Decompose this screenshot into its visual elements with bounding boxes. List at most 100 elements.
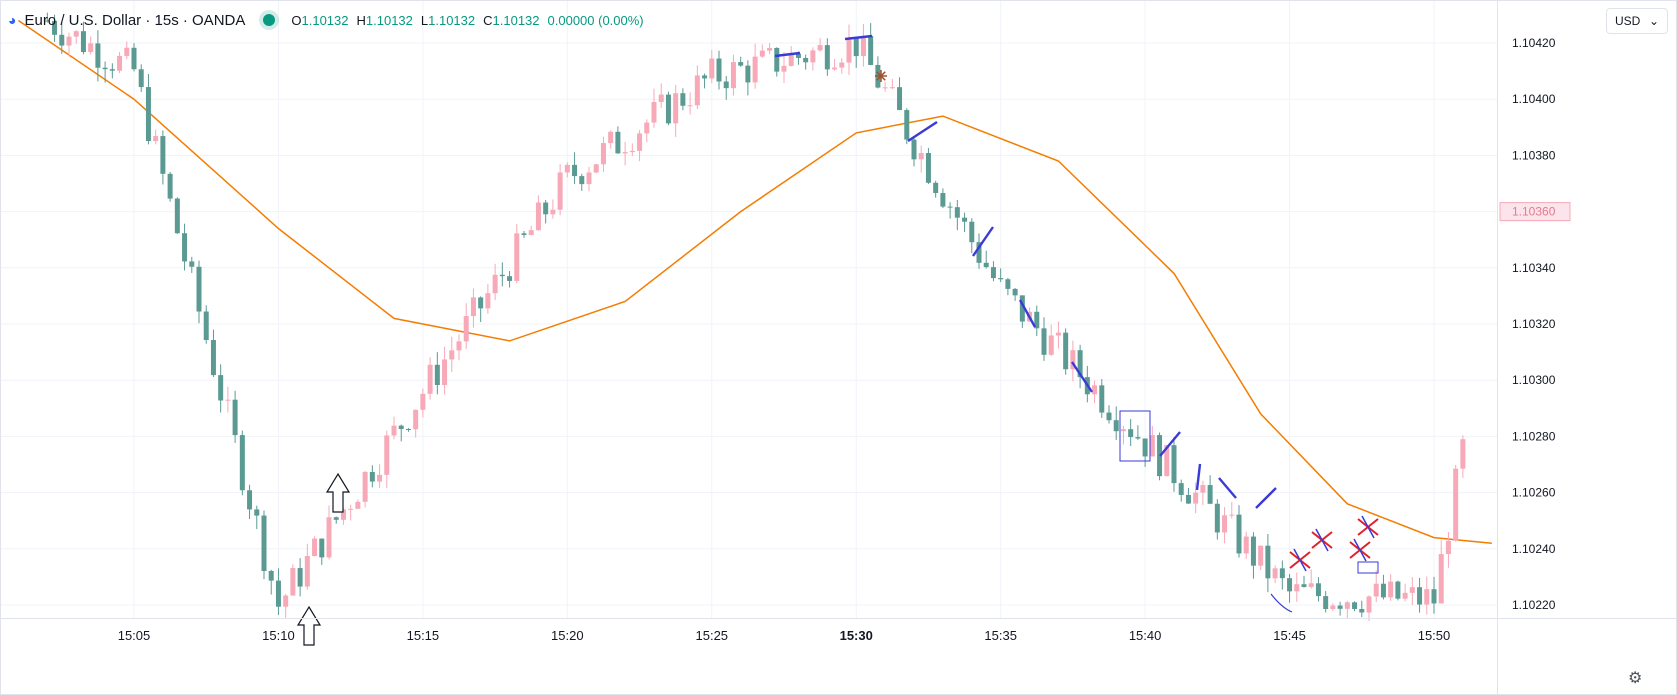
- candle-body: [969, 221, 975, 243]
- candle-body: [824, 45, 830, 70]
- candle-body: [918, 152, 924, 160]
- cross-mark-icon: [1361, 515, 1375, 539]
- candle-body: [933, 182, 939, 194]
- candle-body: [319, 538, 325, 558]
- candle-body: [1243, 536, 1249, 554]
- candle-body: [528, 230, 534, 235]
- candle-body: [117, 55, 123, 71]
- candle-body: [1055, 332, 1061, 336]
- highlight-price-box: [1499, 202, 1571, 222]
- candle-body: [1287, 578, 1293, 592]
- candle-body: [868, 35, 874, 65]
- currency-select[interactable]: USD ⌄: [1606, 8, 1668, 34]
- candle-body: [340, 509, 346, 520]
- candle-body: [817, 45, 823, 51]
- time-tick-label: 15:20: [551, 628, 584, 643]
- candle-body: [1453, 468, 1459, 541]
- candle-body: [268, 571, 274, 581]
- price-tick-label: 1.10380: [1512, 148, 1556, 162]
- candle-body: [1424, 589, 1430, 605]
- trend-stroke: [1071, 361, 1093, 393]
- candle-body: [644, 122, 650, 134]
- candle-body: [189, 261, 195, 267]
- candle-body: [290, 568, 296, 596]
- candle-body: [1366, 596, 1372, 613]
- candle-body: [1279, 568, 1285, 579]
- trend-stroke: [774, 51, 801, 58]
- candle-body: [781, 65, 787, 72]
- candle-body: [846, 37, 852, 63]
- candle-body: [470, 297, 476, 317]
- candle-body: [95, 43, 101, 68]
- candle-body: [66, 36, 72, 46]
- price-tick-label: 1.10300: [1512, 373, 1556, 387]
- candle-body: [651, 101, 657, 123]
- annotations: [296, 34, 1379, 646]
- candle-body: [774, 47, 780, 72]
- candle-body: [709, 58, 715, 79]
- candle-body: [853, 37, 859, 57]
- currency-label: USD: [1615, 14, 1641, 28]
- candle-body: [239, 435, 245, 491]
- time-tick-label: 15:40: [1129, 628, 1162, 643]
- candle-body: [1417, 587, 1423, 605]
- candle-body: [1323, 596, 1329, 609]
- candle-body: [983, 262, 989, 268]
- candle-body: [752, 56, 758, 83]
- candle-body: [275, 580, 281, 607]
- candle-body: [405, 429, 411, 431]
- time-tick-label: 15:35: [984, 628, 1017, 643]
- candle-body: [80, 31, 86, 53]
- symbol-title[interactable]: Euro / U.S. Dollar · 15s · OANDA: [24, 11, 246, 29]
- candle-body: [1236, 514, 1242, 554]
- candle-body: [196, 266, 202, 312]
- close-label: C: [483, 12, 493, 28]
- trend-stroke: [1018, 299, 1037, 328]
- candle-body: [1193, 492, 1199, 504]
- candle-body: [962, 217, 968, 222]
- candle-body: [557, 172, 563, 210]
- open-label: O: [291, 12, 302, 28]
- candle-body: [218, 375, 224, 401]
- candle-body: [911, 139, 917, 160]
- candle-body: [998, 278, 1004, 280]
- candle-body: [326, 517, 332, 558]
- candle-body: [1077, 350, 1083, 378]
- candle-body: [1207, 485, 1213, 504]
- candle-body: [694, 75, 700, 106]
- highlight-box: [1119, 410, 1151, 462]
- candle-body: [795, 53, 801, 58]
- candle-body: [73, 31, 79, 37]
- candle-body: [788, 53, 794, 66]
- candle-body: [398, 425, 404, 430]
- grid: [0, 0, 1497, 618]
- candle-body: [1171, 445, 1177, 484]
- candle-body: [1229, 514, 1235, 516]
- candle-body: [860, 35, 866, 57]
- moving-average-line: [17, 19, 1492, 544]
- trend-stroke: [1159, 431, 1181, 457]
- candle-body: [1258, 545, 1264, 566]
- candle-body: [658, 94, 664, 102]
- candle-body: [702, 75, 708, 79]
- candle-body: [247, 490, 253, 510]
- candle-body: [1395, 581, 1401, 599]
- candle-body: [1409, 587, 1415, 593]
- candle-body: [716, 58, 722, 82]
- candle-body: [1106, 412, 1112, 421]
- candle-body: [637, 133, 643, 151]
- candle-body: [521, 233, 527, 235]
- settings-gear-icon[interactable]: ⚙: [1628, 670, 1643, 687]
- candle-body: [456, 341, 462, 351]
- candle-body: [355, 501, 361, 509]
- candle-body: [1005, 279, 1011, 289]
- arrow-up-icon: [325, 472, 351, 513]
- candle-body: [1063, 332, 1069, 370]
- candle-body: [297, 568, 303, 587]
- candle-body: [1048, 335, 1054, 355]
- candle-body: [225, 399, 231, 401]
- candle-body: [904, 110, 910, 140]
- change-value: 0.00000 (0.00%): [547, 12, 644, 28]
- candle-body: [1185, 494, 1191, 504]
